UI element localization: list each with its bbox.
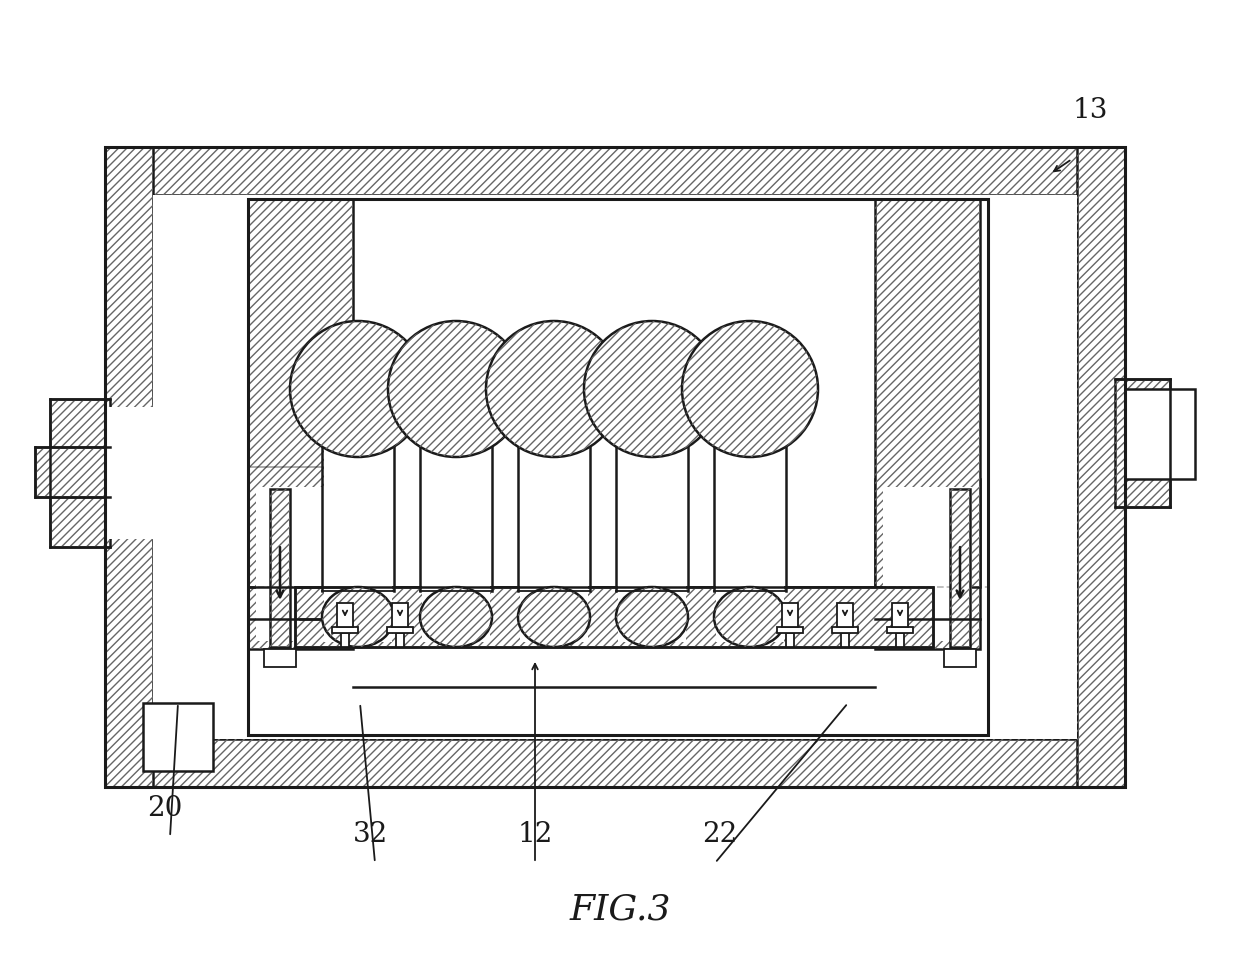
Ellipse shape [322, 587, 394, 648]
Circle shape [290, 321, 427, 457]
Bar [248, 199, 353, 587]
Bar [337, 604, 353, 627]
Bar [324, 365, 392, 591]
Bar [270, 489, 290, 648]
Bar [875, 199, 980, 587]
Ellipse shape [518, 329, 590, 402]
Bar [35, 447, 110, 497]
Ellipse shape [518, 587, 590, 648]
Bar [35, 447, 110, 497]
Text: 13: 13 [1073, 97, 1107, 123]
Bar [341, 633, 348, 648]
Bar [520, 587, 588, 642]
Bar [618, 365, 686, 591]
Bar [264, 650, 296, 667]
Circle shape [584, 321, 720, 457]
Bar [105, 148, 1125, 195]
Ellipse shape [420, 587, 492, 648]
Bar [832, 627, 858, 633]
Bar [422, 587, 490, 642]
Bar [950, 489, 970, 648]
Bar [422, 365, 490, 591]
Bar [883, 488, 972, 641]
Text: 12: 12 [517, 820, 553, 847]
Bar [248, 480, 353, 650]
Bar [782, 604, 799, 627]
Bar [353, 199, 875, 587]
Bar [324, 587, 392, 642]
Circle shape [388, 321, 525, 457]
Ellipse shape [714, 329, 786, 402]
Bar [1115, 380, 1171, 507]
Bar [50, 400, 110, 547]
Bar [255, 488, 345, 641]
Circle shape [682, 321, 818, 457]
Ellipse shape [616, 329, 688, 402]
Bar [105, 148, 1125, 195]
Bar [105, 148, 153, 787]
Text: 22: 22 [702, 820, 738, 847]
Bar [396, 633, 404, 648]
Bar [105, 407, 153, 539]
Bar [248, 199, 988, 736]
Bar [715, 587, 784, 642]
Bar [248, 199, 353, 587]
Bar [105, 740, 1125, 787]
Bar [143, 703, 213, 771]
Ellipse shape [322, 329, 394, 402]
Bar [1125, 390, 1195, 480]
Bar [295, 587, 932, 648]
Bar [944, 650, 976, 667]
Ellipse shape [714, 587, 786, 648]
Bar [892, 604, 908, 627]
Bar [1078, 148, 1125, 787]
Text: FIG.3: FIG.3 [569, 892, 671, 926]
Bar [837, 604, 853, 627]
Bar [105, 148, 1125, 787]
Bar [897, 633, 904, 648]
Bar [950, 489, 970, 648]
Bar [105, 740, 1125, 787]
Ellipse shape [420, 329, 492, 402]
Bar [887, 627, 913, 633]
Circle shape [486, 321, 622, 457]
Bar [1115, 380, 1171, 507]
Bar [875, 199, 980, 587]
Text: 20: 20 [148, 793, 182, 821]
Bar [270, 489, 290, 648]
Bar [392, 604, 408, 627]
Bar [715, 365, 784, 591]
Bar [777, 627, 804, 633]
Bar [295, 587, 932, 648]
Bar [295, 587, 932, 648]
Text: 32: 32 [352, 820, 388, 847]
Bar [105, 148, 153, 787]
Bar [332, 627, 358, 633]
Ellipse shape [616, 587, 688, 648]
Bar [248, 480, 353, 650]
Bar [786, 633, 794, 648]
Bar [618, 587, 686, 642]
Bar [520, 365, 588, 591]
Bar [841, 633, 849, 648]
Bar [875, 480, 980, 650]
Bar [1078, 148, 1125, 787]
Bar [875, 480, 980, 650]
Bar [50, 400, 110, 547]
Bar [387, 627, 413, 633]
Bar [153, 195, 1078, 740]
